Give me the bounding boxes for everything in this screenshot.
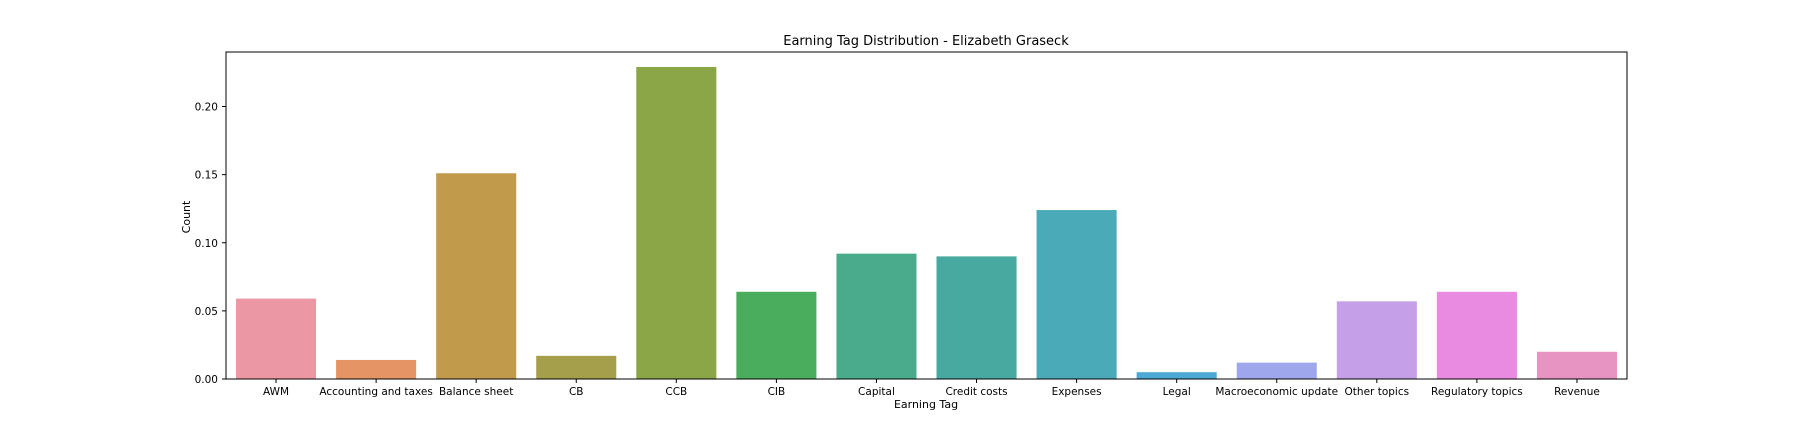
chart-title: Earning Tag Distribution - Elizabeth Gra… (783, 34, 1069, 49)
y-tick-label: 0.15 (195, 170, 218, 182)
y-axis: 0.00 0.05 0.10 0.15 0.20 (195, 102, 226, 386)
bar (836, 253, 917, 379)
y-tick-label: 0.10 (195, 238, 218, 250)
bar (536, 355, 617, 379)
plot-frame (225, 51, 1628, 380)
bar (1336, 301, 1417, 379)
bar (736, 291, 817, 379)
x-tick-label: Legal (1163, 386, 1191, 398)
bar (436, 173, 517, 379)
bar (1136, 372, 1217, 379)
x-tick-label: AWM (263, 386, 289, 398)
x-tick-label: Other topics (1345, 386, 1410, 398)
x-tick-label: CB (569, 386, 584, 398)
bars-group (236, 66, 1617, 380)
x-tick-label: Capital (858, 386, 895, 398)
bar (636, 66, 717, 380)
x-tick-label: Balance sheet (439, 386, 513, 398)
bar (336, 359, 417, 379)
bar (1236, 362, 1317, 379)
bar (1436, 291, 1517, 379)
bar (1536, 351, 1617, 379)
x-tick-label: CIB (768, 386, 786, 398)
bar (1036, 210, 1117, 379)
y-tick-label: 0.20 (195, 102, 218, 114)
x-tick-label: Accounting and taxes (319, 386, 432, 398)
x-tick-label: Expenses (1052, 386, 1102, 398)
y-tick-label: 0.05 (195, 306, 218, 318)
x-tick-label: Regulatory topics (1431, 386, 1523, 398)
x-tick-label: CCB (665, 386, 687, 398)
bar (236, 298, 317, 379)
x-axis: AWM Accounting and taxes Balance sheet CB CC… (263, 379, 1600, 398)
y-tick-label: 0.00 (195, 374, 218, 386)
bar (936, 256, 1017, 380)
x-tick-label: Revenue (1554, 386, 1600, 398)
x-tick-label: Macroeconomic update (1215, 386, 1338, 398)
x-axis-label: Earning Tag (894, 398, 958, 411)
y-axis-label: Count (180, 200, 193, 233)
x-tick-label: Credit costs (945, 386, 1007, 398)
